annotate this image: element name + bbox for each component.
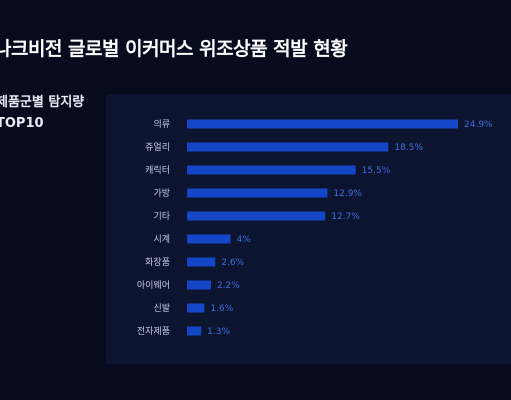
value-label: 2.2% xyxy=(217,281,240,291)
subtitle-line-2: TOP10 xyxy=(0,116,44,131)
value-label: 12.9% xyxy=(333,189,362,199)
bar xyxy=(187,142,389,152)
bar xyxy=(187,234,231,244)
category-label: 기타 xyxy=(153,211,170,222)
value-label: 1.3% xyxy=(207,327,230,337)
chart-subtitle: 제품군별 탐지량 TOP10 xyxy=(0,92,84,134)
value-label: 4% xyxy=(237,235,252,245)
bar xyxy=(187,280,211,290)
bar xyxy=(187,119,458,129)
chart-panel: 의류 24.9% 쥬얼리 18.5% 캐릭터 15.5% 가방 12.9% 기타 12.7% 시계 4… xyxy=(106,94,511,364)
value-label: 15.5% xyxy=(362,166,391,176)
value-label: 12.7% xyxy=(331,212,360,222)
category-label: 시계 xyxy=(153,233,170,245)
bar xyxy=(187,303,205,313)
category-label: 가방 xyxy=(153,188,170,199)
category-label: 신발 xyxy=(153,303,170,314)
bar xyxy=(187,165,356,175)
bar xyxy=(187,257,216,267)
category-label: 의류 xyxy=(153,119,170,130)
category-label: 전자제품 xyxy=(137,326,170,337)
category-label: 아이웨어 xyxy=(137,279,170,291)
value-label: 2.6% xyxy=(221,258,244,268)
value-label: 1.6% xyxy=(210,304,233,314)
category-label: 화장품 xyxy=(145,257,170,268)
bar xyxy=(187,211,326,221)
category-label: 쥬얼리 xyxy=(145,142,170,153)
value-label: 24.9% xyxy=(464,120,493,130)
chart-title: 나크비전 글로벌 이커머스 위조상품 적발 현황 xyxy=(0,38,348,60)
category-label: 캐릭터 xyxy=(145,164,170,176)
subtitle-line-1: 제품군별 탐지량 xyxy=(0,95,85,110)
bar xyxy=(187,326,202,336)
bar xyxy=(187,188,328,198)
value-label: 18.5% xyxy=(394,143,423,153)
bar-chart: 의류 24.9% 쥬얼리 18.5% 캐릭터 15.5% 가방 12.9% 기타 12.7% 시계 4… xyxy=(137,119,493,337)
